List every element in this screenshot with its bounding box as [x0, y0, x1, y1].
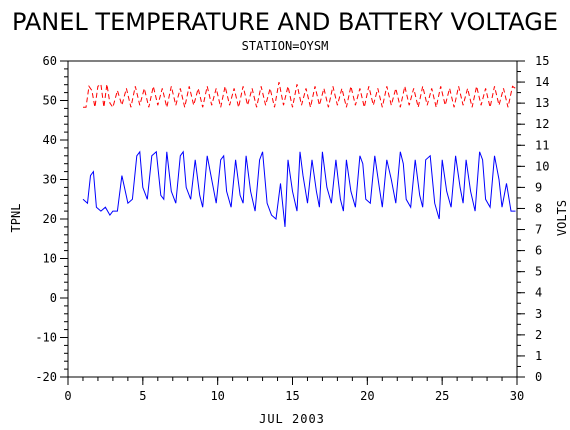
x-tick-label: 25: [435, 389, 449, 403]
y-left-tick-label: 50: [43, 94, 57, 108]
y-left-tick-label: 10: [43, 252, 57, 266]
y-left-tick-label: -10: [35, 331, 57, 345]
x-tick-label: 30: [510, 389, 524, 403]
y-left-tick-label: -20: [35, 370, 57, 384]
y-left-tick-label: 40: [43, 133, 57, 147]
y-right-tick-label: 3: [535, 307, 542, 321]
x-tick-label: 0: [64, 389, 71, 403]
y-right-tick-label: 13: [535, 96, 549, 110]
series-line-tpnl: [82, 150, 516, 227]
y-axis-left-label: TPNL: [9, 204, 23, 233]
series-group: [82, 82, 516, 227]
x-tick-label: 20: [360, 389, 374, 403]
y-right-tick-label: 0: [535, 370, 542, 384]
y-right-tick-label: 8: [535, 201, 542, 215]
y-right-tick-label: 12: [535, 117, 549, 131]
x-axis-label: JUL 2003: [259, 412, 325, 426]
series-line-volts: [83, 82, 516, 109]
y-left-tick-label: 30: [43, 173, 57, 187]
y-right-tick-label: 9: [535, 180, 542, 194]
y-right-tick-label: 14: [535, 75, 549, 89]
y-right-tick-label: 1: [535, 349, 542, 363]
y-right-tick-label: 10: [535, 159, 549, 173]
x-tick-label: 5: [139, 389, 146, 403]
y-left-tick-label: 0: [50, 291, 57, 305]
x-tick-label: 15: [285, 389, 299, 403]
chart-subtitle: STATION=OYSM: [242, 39, 329, 53]
y-right-tick-label: 11: [535, 138, 549, 152]
y-right-tick-label: 7: [535, 223, 542, 237]
y-right-tick-label: 6: [535, 244, 542, 258]
axes: 0 5 10 15 20 25 30-20-100102030405060012345678…: [35, 54, 549, 403]
chart-title: PANEL TEMPERATURE AND BATTERY VOLTAGE: [12, 8, 558, 36]
y-right-tick-label: 2: [535, 328, 542, 342]
y-right-tick-label: 15: [535, 54, 549, 68]
y-left-tick-label: 60: [43, 54, 57, 68]
x-tick-label: 10: [210, 389, 224, 403]
y-left-tick-label: 20: [43, 212, 57, 226]
plot-frame: [67, 60, 518, 378]
y-right-tick-label: 5: [535, 265, 542, 279]
y-right-tick-label: 4: [535, 286, 542, 300]
y-axis-right-label: VOLTS: [555, 200, 569, 236]
